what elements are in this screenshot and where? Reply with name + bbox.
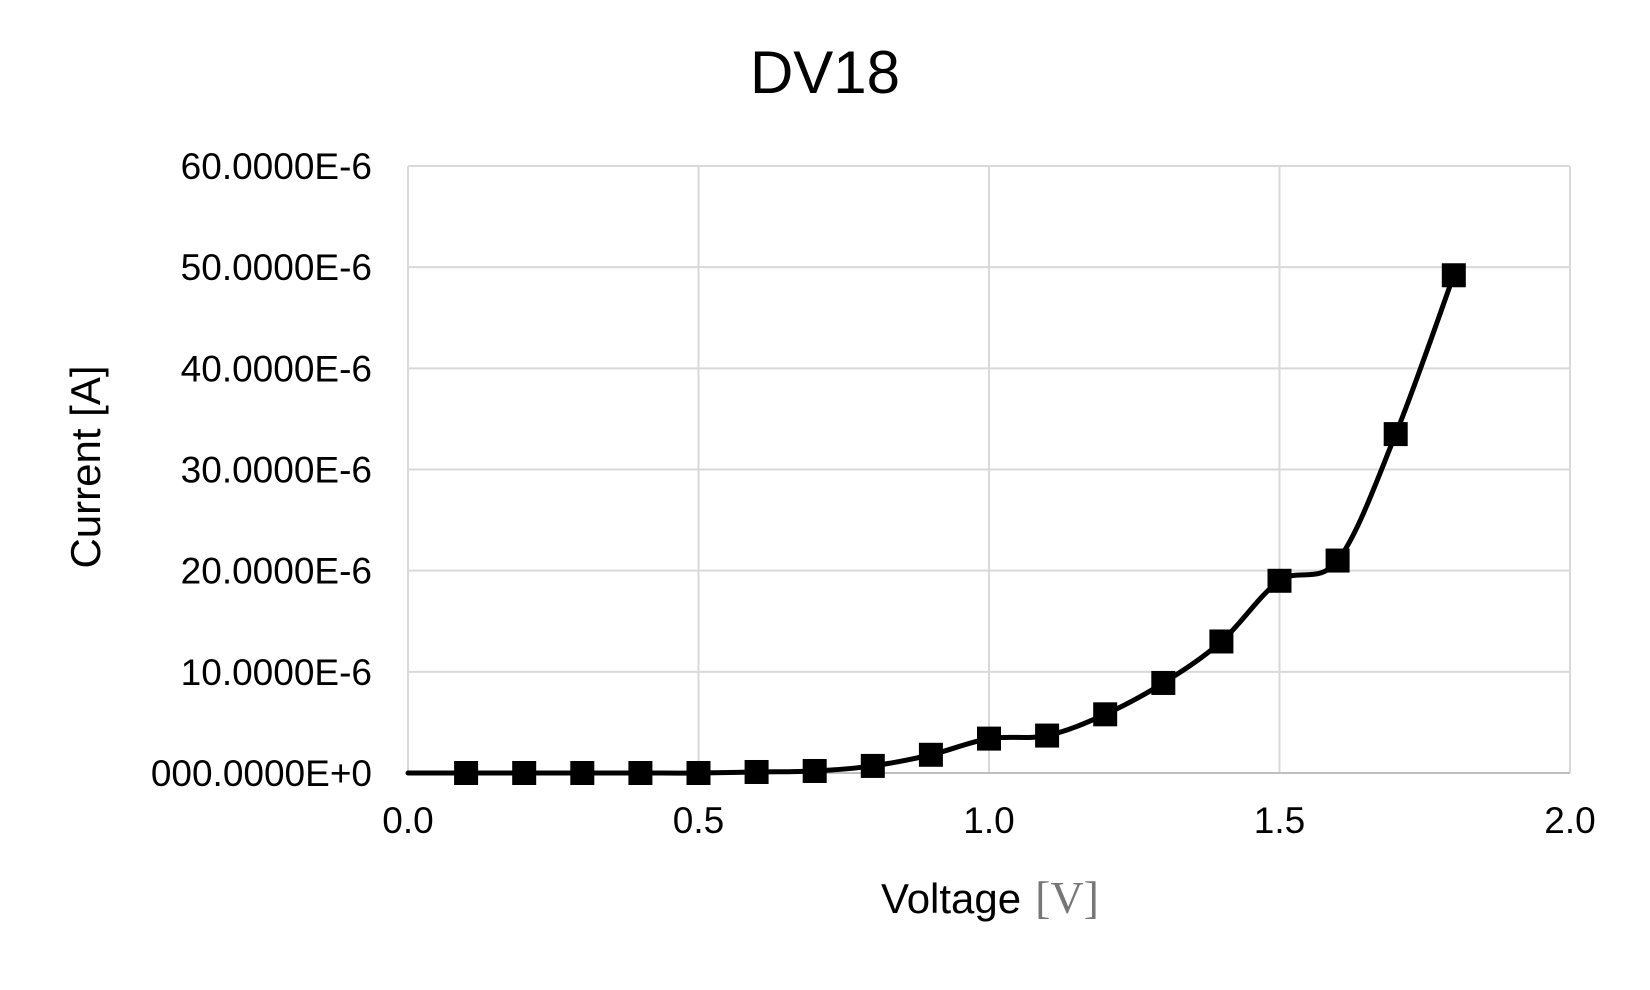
data-point: [1441, 263, 1466, 288]
data-markers: [454, 263, 1466, 785]
data-point: [918, 742, 943, 767]
data-point: [628, 761, 653, 785]
x-tick-label: 1.0: [963, 800, 1014, 841]
x-tick-labels: 0.0 0.5 1.0 1.5 2.0: [382, 800, 1595, 841]
data-point: [1267, 568, 1292, 593]
y-tick-label: 50.0000E-6: [181, 247, 372, 288]
y-tick-label: 30.0000E-6: [181, 450, 372, 491]
x-tick-label: 0.5: [673, 800, 724, 841]
data-point: [1209, 629, 1234, 654]
x-axis-label-unit: [V]: [1035, 872, 1099, 923]
y-axis-label: Current [A]: [62, 365, 109, 568]
data-point: [860, 753, 885, 778]
x-axis-label: Voltage [V]: [881, 872, 1099, 923]
y-tick-label: 20.0000E-6: [181, 551, 372, 592]
x-axis-label-text: Voltage: [881, 875, 1021, 922]
series-line: [405, 272, 1457, 776]
y-tick-label: 60.0000E-6: [181, 146, 372, 187]
data-point: [1093, 702, 1118, 727]
data-point: [512, 761, 537, 785]
data-point: [454, 761, 479, 785]
chart-title: DV18: [750, 39, 900, 106]
x-tick-label: 0.0: [382, 800, 433, 841]
data-point: [744, 759, 769, 784]
x-tick-label: 1.5: [1254, 800, 1305, 841]
x-tick-label: 2.0: [1544, 800, 1595, 841]
data-point: [1325, 548, 1350, 573]
y-tick-labels: 000.0000E+0 10.0000E-6 20.0000E-6 30.0000E-…: [151, 146, 372, 794]
y-tick-label: 40.0000E-6: [181, 348, 372, 389]
data-point: [1035, 723, 1060, 748]
data-point: [802, 758, 827, 783]
data-point: [686, 761, 711, 785]
y-tick-label: 10.0000E-6: [181, 652, 372, 693]
data-point: [1151, 670, 1176, 695]
data-point: [977, 726, 1001, 751]
data-point: [1383, 422, 1408, 447]
y-tick-label: 000.0000E+0: [151, 753, 372, 794]
data-point: [570, 761, 595, 785]
grid: [407, 165, 1571, 774]
